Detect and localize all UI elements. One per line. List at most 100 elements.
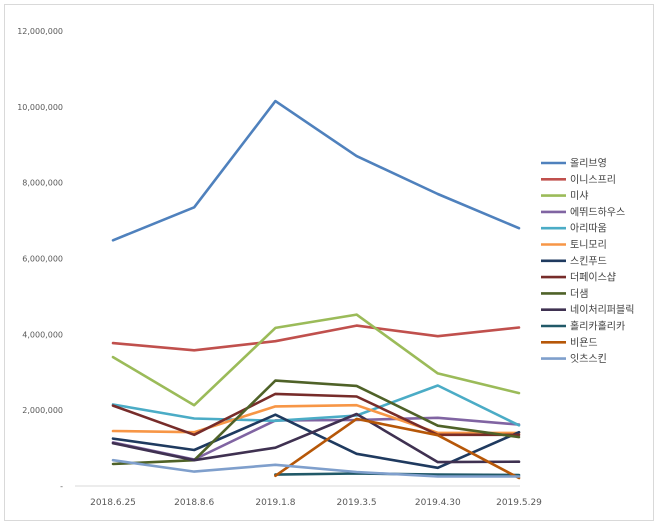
data-point	[274, 379, 277, 382]
y-tick-label: 12,000,000	[17, 27, 63, 36]
data-point	[355, 385, 358, 387]
legend-label: 비욘드	[570, 337, 598, 349]
data-point	[518, 392, 520, 394]
data-point	[193, 417, 195, 420]
data-point	[112, 442, 114, 444]
legend-item: 토니모리	[541, 239, 607, 251]
data-point	[112, 342, 114, 344]
data-point	[112, 239, 114, 242]
legend-label: 네이처리퍼블릭	[570, 304, 634, 316]
data-point	[355, 404, 358, 407]
y-tick-label: 6,000,000	[22, 255, 63, 264]
y-axis: - 2,000,000 4,000,000 6,000,000 8,000,000 10,…	[17, 27, 63, 491]
legend-label: 더샘	[570, 288, 588, 300]
data-point	[112, 356, 114, 358]
legend-item: 더샘	[541, 288, 588, 300]
data-point	[274, 393, 277, 395]
data-point	[193, 434, 195, 436]
series-line-5	[111, 403, 521, 435]
data-point	[112, 459, 114, 462]
legend-item: 네이처리퍼블릭	[541, 304, 634, 316]
series-line-2	[111, 313, 521, 407]
series-line-8	[111, 379, 521, 466]
x-tick-label: 2019.5.29	[496, 498, 542, 508]
chart-frame: - 2,000,000 4,000,000 6,000,000 8,000,000 10,…	[4, 4, 654, 521]
series-line-7	[111, 392, 521, 437]
series-line-0	[111, 99, 521, 242]
data-point	[112, 404, 114, 407]
legend-label: 올리브영	[570, 158, 607, 170]
data-point	[518, 431, 520, 433]
x-axis: 2018.6.25 2018.8.6 2019.1.8 2019.3.5 2019.4.…	[75, 485, 542, 508]
data-point	[355, 418, 358, 420]
data-point	[112, 437, 114, 440]
data-point	[437, 424, 439, 427]
data-point	[355, 324, 358, 327]
data-point	[193, 470, 195, 473]
legend-label: 이니스프리	[570, 174, 616, 186]
series-line-9	[111, 412, 521, 464]
series-line-3	[111, 416, 521, 461]
data-point	[437, 473, 439, 476]
data-point	[518, 326, 520, 329]
x-tick-label: 2019.4.30	[415, 498, 461, 508]
data-point	[274, 405, 277, 408]
data-point	[112, 430, 114, 432]
data-point	[437, 461, 439, 463]
data-point	[437, 416, 439, 419]
data-point	[518, 460, 520, 463]
data-point	[193, 206, 195, 209]
data-point	[437, 193, 439, 195]
series-lines	[111, 99, 521, 480]
data-point	[518, 424, 520, 427]
data-point	[437, 372, 439, 375]
data-point	[437, 475, 439, 478]
y-tick-label: 10,000,000	[17, 103, 63, 112]
series-line-4	[111, 384, 521, 427]
legend-label: 잇츠스킨	[570, 353, 607, 365]
data-point	[274, 340, 277, 342]
legend-item: 미샤	[541, 190, 588, 202]
data-point	[355, 413, 358, 415]
series-line-12	[111, 458, 521, 478]
data-point	[274, 419, 277, 422]
legend-item: 더페이스샵	[541, 272, 616, 284]
data-point	[274, 327, 277, 329]
data-point	[355, 471, 358, 473]
legend-item: 스킨푸드	[541, 255, 607, 267]
data-point	[193, 404, 195, 407]
legend-item: 이니스프리	[541, 174, 616, 186]
series-line-1	[111, 324, 521, 352]
y-tick-label: 4,000,000	[22, 330, 63, 339]
data-point	[193, 459, 195, 462]
data-point	[274, 413, 277, 416]
x-tick-label: 2018.8.6	[174, 498, 214, 508]
legend-label: 토니모리	[570, 239, 607, 251]
x-tick-label: 2018.6.25	[90, 498, 136, 508]
x-tick-label: 2019.3.5	[337, 498, 377, 508]
legend-label: 아리따움	[570, 223, 607, 235]
legend-label: 스킨푸드	[570, 255, 607, 267]
legend-item: 홀리카홀리카	[541, 320, 625, 333]
data-point	[274, 474, 277, 477]
data-point	[437, 467, 439, 469]
data-point	[355, 395, 358, 398]
data-point	[274, 100, 277, 102]
y-tick-label: 8,000,000	[22, 179, 63, 188]
data-point	[518, 436, 520, 438]
data-point	[355, 313, 358, 316]
data-point	[518, 227, 520, 229]
series-line-6	[111, 413, 521, 470]
data-point	[437, 434, 439, 436]
data-point	[518, 475, 520, 478]
data-point	[193, 349, 195, 352]
data-point	[518, 434, 520, 436]
legend-label: 더페이스샵	[570, 272, 616, 284]
legend-item: 올리브영	[541, 158, 607, 170]
legend-label: 미샤	[570, 190, 588, 202]
data-point	[193, 431, 195, 433]
series-line-11	[274, 417, 521, 480]
legend-label: 에뛰드하우스	[570, 205, 625, 218]
legend-item: 에뛰드하우스	[541, 205, 625, 218]
data-point	[437, 335, 439, 338]
